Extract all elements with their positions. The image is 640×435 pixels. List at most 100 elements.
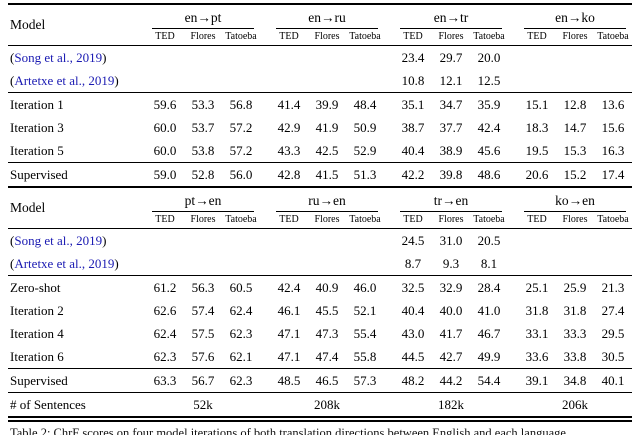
model-column-header: Model [8,188,146,229]
score-cell: 57.6 [191,348,215,364]
score-cell: 12.1 [439,72,463,88]
citation-link[interactable]: Artetxe et al., 2019 [14,255,115,271]
score-cell [594,228,632,252]
score-cell: 15.6 [601,119,625,135]
score-cell: 32.9 [432,275,470,299]
score-cell: 41.9 [315,119,339,135]
group-header-tr-en: tr→en [394,188,508,212]
score-cell: 44.5 [401,348,425,364]
bottom-double-rule [8,420,632,422]
score-cell [184,69,222,93]
score-cell [518,45,556,69]
subcolumn-header-tatoeba: Tatoeba [594,212,632,229]
score-cell: 13.6 [594,92,632,116]
score-cell: 42.2 [394,162,432,187]
subcolumn-header-flores: Flores [308,212,346,229]
paren-open: ( [10,72,15,88]
score-cell: 32.5 [394,275,432,299]
score-cell: 48.4 [346,92,384,116]
score-cell: 41.7 [439,325,463,341]
table-row: Iteration 6 62.3 57.6 62.1 47.1 47.4 55.… [8,345,632,369]
score-cell: 56.8 [222,92,260,116]
score-cell: 39.8 [432,162,470,187]
score-cell [222,228,260,252]
score-cell: 30.5 [601,348,625,364]
table-row: Iteration 2 62.6 57.4 62.4 46.1 45.5 52.… [8,299,632,322]
group-header-ru-en: ru→en [270,188,384,212]
citation-link[interactable]: Song et al., 2019 [14,232,103,248]
score-cell [270,45,308,69]
score-cell: 20.0 [470,45,508,69]
citation-link[interactable]: Song et al., 2019 [14,49,103,65]
column-gap [260,392,270,417]
column-gap [508,4,518,46]
score-cell: 55.4 [353,325,377,341]
column-gap [384,139,394,163]
score-cell: 34.8 [556,368,594,393]
column-gap [508,69,518,93]
group-header-en-ko: en→ko [518,4,632,29]
score-cell [594,69,632,93]
score-cell: 57.2 [229,142,253,158]
model-column-header: Model [8,4,146,46]
column-gap [508,275,518,299]
column-gap [384,4,394,46]
model-cell: Iteration 6 [10,348,64,364]
score-cell: 59.6 [146,92,184,116]
score-cell: 41.0 [477,302,501,318]
score-cell [146,69,184,93]
column-gap [384,188,394,229]
column-gap [384,162,394,187]
citation-cell: (Song et al., 2019) [8,228,146,252]
score-cell [222,252,260,276]
citation-cell: (Artetxe et al., 2019) [8,69,146,93]
score-cell: 20.6 [518,162,556,187]
score-cell: 53.7 [191,119,215,135]
score-cell: 29.5 [601,325,625,341]
score-cell: 39.9 [308,92,346,116]
citation-link[interactable]: Artetxe et al., 2019 [14,72,115,88]
column-gap [260,299,270,322]
score-cell: 52.1 [353,302,377,318]
table-row: (Song et al., 2019) 23.4 29.7 20.0 [8,45,632,69]
score-cell: 40.4 [401,302,425,318]
score-cell: 40.1 [594,368,632,393]
score-cell: 62.3 [229,325,253,341]
column-gap [384,228,394,252]
score-cell [222,69,260,93]
score-cell: 44.2 [432,368,470,393]
subcolumn-header-flores: Flores [432,212,470,229]
score-cell: 24.5 [394,228,432,252]
score-cell: 33.1 [525,325,549,341]
paren-close: ) [114,72,119,88]
score-cell: 55.8 [353,348,377,364]
score-cell: 15.1 [518,92,556,116]
score-cell: 62.3 [153,348,177,364]
score-cell [308,228,346,252]
score-cell [146,252,184,276]
score-cell: 15.3 [563,142,587,158]
table-row: Supervised 63.3 56.7 62.3 48.5 46.5 57.3… [8,368,632,393]
score-cell: 47.1 [277,348,301,364]
score-cell: 45.6 [477,142,501,158]
score-cell: 21.3 [594,275,632,299]
score-cell: 52.9 [353,142,377,158]
score-cell: 34.7 [432,92,470,116]
table-row: Iteration 3 60.0 53.7 57.2 42.9 41.9 50.… [8,116,632,139]
column-gap [384,45,394,69]
score-cell: 33.6 [525,348,549,364]
score-cell: 46.0 [346,275,384,299]
column-gap [508,392,518,417]
column-gap [384,116,394,139]
score-cell: 40.9 [308,275,346,299]
score-cell [556,228,594,252]
table1-citation-section: (Song et al., 2019) 23.4 29.7 20.0 (Arte… [8,45,632,93]
score-cell [594,45,632,69]
subcolumn-header-flores: Flores [556,212,594,229]
score-cell [146,45,184,69]
score-cell: 9.3 [442,255,460,271]
sentence-count-cell: 52k [146,392,260,417]
subcolumn-header-ted: TED [146,29,184,46]
column-gap [508,228,518,252]
score-cell: 46.5 [308,368,346,393]
